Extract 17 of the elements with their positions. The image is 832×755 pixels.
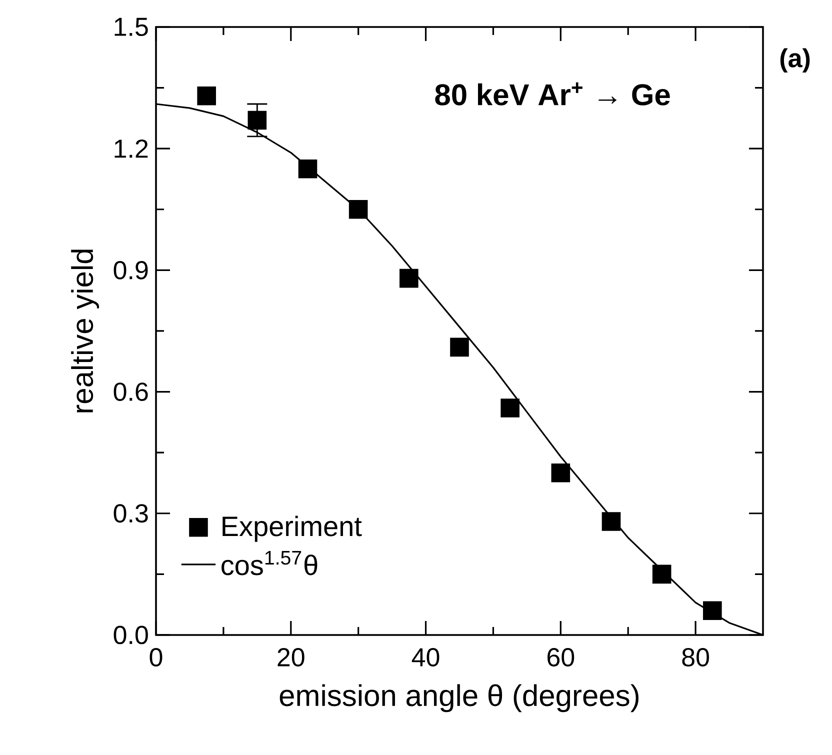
y-tick-label: 0.6	[114, 382, 148, 401]
legend-label: Experiment	[222, 516, 362, 542]
y-tick-label: 0.9	[114, 260, 148, 280]
y-tick-label: 0.0	[114, 626, 148, 644]
x-axis-title: emission angle θ (degrees)	[280, 684, 638, 712]
legend-label: cos$^{1.57}$θ	[222, 551, 318, 576]
x-tick-label: 0	[150, 648, 162, 666]
y-tick-label: 1.5	[114, 18, 148, 36]
x-tick-label: 20	[278, 648, 304, 666]
text: (a)	[780, 48, 810, 73]
annotation: 80 keV Ar$^{+}$ → Ge	[435, 82, 670, 106]
x-tick-label: 40	[412, 648, 440, 666]
y-axis-title: realtive yield	[71, 250, 100, 412]
y-tick-label: 0.3	[114, 504, 148, 523]
x-tick-label: 60	[548, 648, 574, 666]
x-tick-label: 80	[682, 648, 709, 666]
y-tick-label: 1.2	[114, 140, 148, 158]
